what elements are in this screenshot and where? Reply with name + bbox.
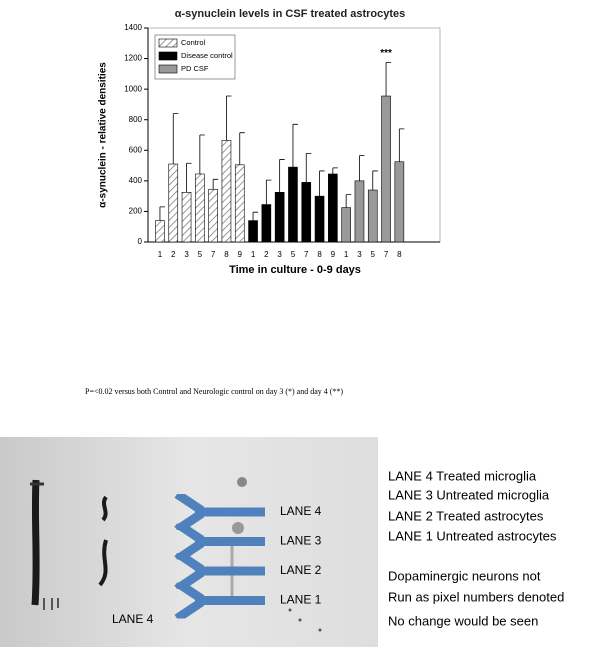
error-bar [199, 134, 205, 174]
legend-swatch [158, 51, 178, 61]
figure-note: P=<0.02 versus both Control and Neurolog… [85, 387, 343, 396]
bar [261, 204, 272, 243]
legend-line: LANE 1 Untreated astrocytes [388, 528, 557, 543]
y-tick-label: 0 [138, 237, 143, 246]
bar [181, 192, 192, 243]
bar [168, 163, 179, 243]
y-tick-label: 600 [129, 145, 143, 154]
x-tick-label: 7 [211, 250, 216, 259]
error-bar [252, 211, 259, 221]
legend-swatch [158, 64, 178, 74]
y-tick-label: 1400 [124, 23, 142, 32]
bar [314, 195, 325, 243]
y-tick-label: 1200 [124, 54, 142, 63]
legend-label: Control [181, 38, 206, 47]
bar [367, 189, 378, 243]
arrow-label: LANE 2 [280, 563, 322, 577]
error-bar [159, 206, 165, 221]
error-bar [398, 128, 405, 162]
error-bar [239, 132, 245, 165]
legend-label: Disease control [181, 51, 233, 60]
legend-label: PD CSF [181, 64, 209, 73]
x-tick-label: 2 [171, 250, 176, 259]
lane-label: LANE 4 [112, 612, 154, 626]
error-bar [265, 179, 272, 205]
x-tick-label: 7 [384, 250, 389, 259]
legend-line: LANE 2 Treated astrocytes [388, 508, 544, 523]
legend-swatch [158, 38, 178, 48]
x-tick-label: 8 [224, 250, 229, 259]
error-bar [172, 113, 179, 165]
x-tick-label: 9 [331, 250, 336, 259]
error-bar [385, 61, 392, 97]
bar [394, 161, 405, 243]
x-tick-label: 2 [264, 250, 269, 259]
annotation: *** [380, 48, 392, 59]
arrow-label: LANE 3 [280, 534, 322, 548]
error-bar [305, 152, 312, 183]
legend-line: LANE 4 Treated microglia [388, 468, 537, 483]
x-tick-label: 8 [317, 250, 322, 259]
bar [341, 207, 351, 243]
bar [381, 95, 391, 243]
bar [248, 220, 258, 243]
x-tick-label: 5 [291, 250, 296, 259]
error-bar [292, 123, 298, 168]
y-tick-label: 400 [129, 176, 143, 185]
legend-line: LANE 3 Untreated microglia [388, 487, 550, 502]
error-bar [212, 178, 219, 190]
legend-line: Dopaminergic neurons not [388, 568, 541, 583]
x-tick-label: 1 [344, 250, 349, 259]
error-bar [279, 159, 285, 193]
error-bar [359, 155, 365, 181]
x-tick-label: 3 [184, 250, 189, 259]
bar [301, 182, 312, 243]
arrow-label: LANE 1 [280, 593, 322, 607]
error-bar [345, 194, 352, 208]
bar [274, 192, 285, 243]
bar [155, 220, 165, 243]
x-tick-label: 5 [198, 250, 203, 259]
legend-line: Run as pixel numbers denoted [388, 589, 564, 604]
y-axis-label: α-synuclein - relative densities [98, 62, 109, 208]
x-tick-label: 9 [238, 250, 243, 259]
y-tick-label: 800 [129, 115, 143, 124]
bar [354, 180, 365, 243]
bar [234, 164, 245, 243]
x-tick-label: 5 [371, 250, 376, 259]
x-tick-label: 8 [397, 250, 402, 259]
bar [221, 140, 232, 243]
x-axis-label: Time in culture - 0-9 days [229, 264, 361, 276]
legend-line: No change would be seen [388, 613, 538, 628]
x-tick-label: 3 [357, 250, 362, 259]
blot-labels: LANE 4 LANE 3 LANE 2 LANE 1 LANE 4 LANE 4 Tre… [112, 468, 564, 628]
error-bar [332, 167, 338, 174]
bar [288, 166, 298, 243]
chart-title: α-synuclein levels in CSF treated astroc… [175, 8, 406, 20]
x-tick-label: 7 [304, 250, 309, 259]
y-tick-label: 200 [129, 207, 143, 216]
error-bar [319, 170, 325, 197]
y-tick-label: 1000 [124, 84, 142, 93]
error-bar [186, 162, 192, 193]
x-tick-label: 1 [158, 250, 163, 259]
bar [208, 188, 218, 243]
error-bar [372, 170, 378, 191]
error-bar [226, 95, 232, 141]
bar [328, 173, 338, 243]
x-tick-label: 1 [251, 250, 256, 259]
arrow-label: LANE 4 [280, 504, 322, 518]
bar [195, 173, 205, 243]
x-tick-label: 3 [277, 250, 282, 259]
